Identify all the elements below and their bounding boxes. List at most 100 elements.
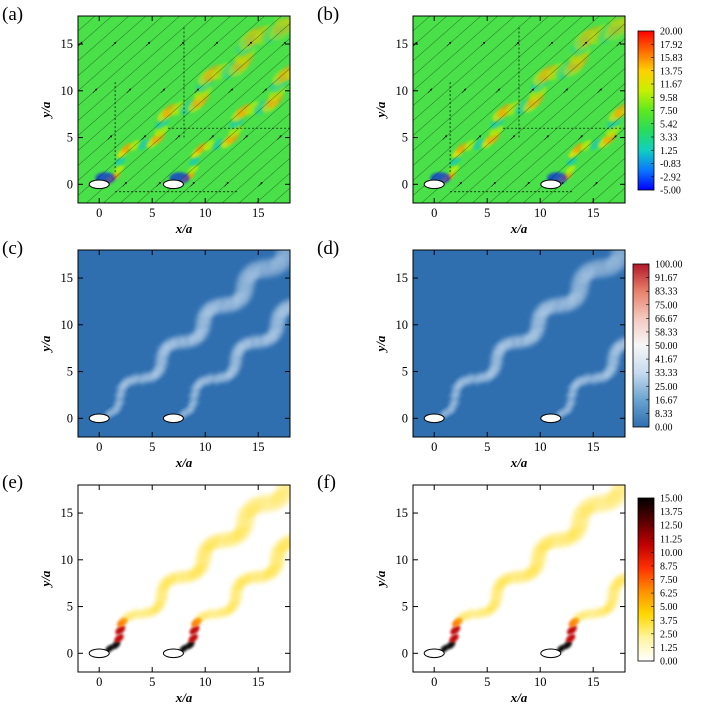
wake-vortex [489, 124, 503, 138]
y-tick-label: 15 [396, 271, 409, 285]
streamline [78, 16, 130, 62]
streamline-arrow [122, 181, 128, 187]
colorbar-tick-label: 20.00 [660, 27, 683, 38]
colorbar-tick-label: 17.92 [660, 40, 683, 51]
wake-vortex [693, 22, 705, 50]
wake-vortex [154, 124, 168, 138]
streamline [413, 16, 617, 196]
colorbar-tick-label: 0.00 [660, 657, 678, 668]
streamline-arrow [92, 88, 98, 94]
streamline [413, 16, 600, 181]
panel-label: (a) [2, 4, 23, 25]
y-tick-label: 0 [402, 646, 408, 660]
wake-vortex [340, 15, 372, 45]
y-tick-label: 0 [67, 411, 73, 425]
wake-vortex [275, 0, 309, 18]
wake-vortex [345, 469, 378, 501]
wake-vortex [449, 633, 459, 643]
y-tick-label: 15 [396, 37, 409, 51]
streamline-arrow [364, 89, 368, 93]
colorbar-tick-label: 5.00 [660, 602, 678, 613]
streamline-arrow [446, 41, 452, 47]
wake-vortex [188, 164, 199, 174]
y-tick-label: 15 [61, 506, 74, 520]
streamline [413, 16, 448, 47]
wake-vortex [305, 41, 333, 68]
cylinder-section [540, 413, 562, 424]
wake-vortex [681, 518, 705, 544]
wake-vortex [505, 101, 521, 116]
streamline [86, 23, 290, 203]
wake-vortex [683, 510, 705, 537]
x-tick-label: 10 [534, 675, 547, 689]
streamline-arrow [616, 41, 622, 47]
x-tick-label: 10 [534, 206, 547, 220]
colorbar-tick-label: 0.00 [655, 423, 673, 434]
wake-vortex [450, 156, 461, 166]
y-tick-label: 0 [402, 411, 408, 425]
colorbar-tick-label: 100.00 [655, 260, 683, 271]
wake-vortex [306, 501, 335, 528]
panel-plot-a [6, 0, 383, 203]
wake-vortex [684, 501, 705, 528]
wake-vortex [304, 518, 331, 544]
streamline-arrow [281, 41, 287, 47]
colorbar-tick-label: 3.33 [660, 133, 678, 144]
wake-vortex [681, 49, 705, 75]
y-tick-label: 0 [67, 177, 73, 191]
wake-vortex [681, 283, 705, 309]
streamline-arrow [349, 42, 353, 46]
panel-frame [412, 15, 626, 204]
wake-vortex [677, 289, 704, 315]
wake-vortex [309, 495, 338, 523]
wake-vortex [610, 0, 644, 18]
x-axis-label: x/a [175, 221, 193, 236]
wake-vortex [203, 140, 215, 151]
y-tick-label: 10 [396, 84, 409, 98]
streamline-arrow [680, 136, 684, 140]
streamline-arrow [341, 136, 345, 140]
colorbar-tick-label: -2.92 [660, 172, 681, 183]
streamline-arrow [699, 89, 703, 93]
y-axis-label: y/a [38, 570, 53, 588]
streamline-arrow [307, 136, 311, 140]
wake-vortex [340, 484, 372, 514]
cylinder-section [88, 413, 110, 424]
streamline-arrow [360, 89, 364, 93]
y-tick-label: 5 [67, 365, 73, 379]
colorbar-tick-label: 9.58 [660, 93, 678, 104]
wake-vortex [580, 609, 592, 620]
y-axis-label: y/a [38, 335, 53, 353]
wake-vortex [300, 289, 327, 315]
streamline [413, 16, 516, 107]
cylinder-section [423, 648, 445, 659]
wake-vortex [614, 572, 625, 587]
streamline-arrow [330, 89, 334, 93]
streamline-arrow [476, 135, 482, 140]
wake-vortex [304, 283, 331, 309]
cylinder-section [88, 648, 110, 659]
streamline [438, 38, 625, 203]
streamline-arrow [6, 136, 10, 140]
wake-vortex [274, 485, 290, 497]
wake-vortex [614, 103, 625, 118]
y-axis-label: y/a [373, 335, 388, 353]
y-tick-label: 10 [396, 318, 409, 332]
streamline-arrow [190, 181, 195, 187]
x-tick-label: 10 [199, 206, 212, 220]
streamline-arrow [111, 41, 117, 47]
wake-vortex [473, 138, 486, 150]
wake-vortex [111, 405, 121, 415]
wake-vortex [565, 398, 576, 408]
streamline-arrow [156, 181, 161, 187]
wake-vortex [702, 489, 705, 518]
y-tick-label: 5 [67, 600, 73, 614]
streamline-arrow [316, 42, 320, 46]
wake-vortex [128, 609, 141, 620]
streamline-arrow [390, 182, 394, 186]
colorbar-tick-label: 6.25 [660, 589, 678, 600]
streamline [78, 16, 198, 122]
colorbar-tick-label: 66.67 [655, 314, 678, 325]
wake-vortex [349, 0, 383, 18]
streamline-arrow [40, 136, 44, 140]
